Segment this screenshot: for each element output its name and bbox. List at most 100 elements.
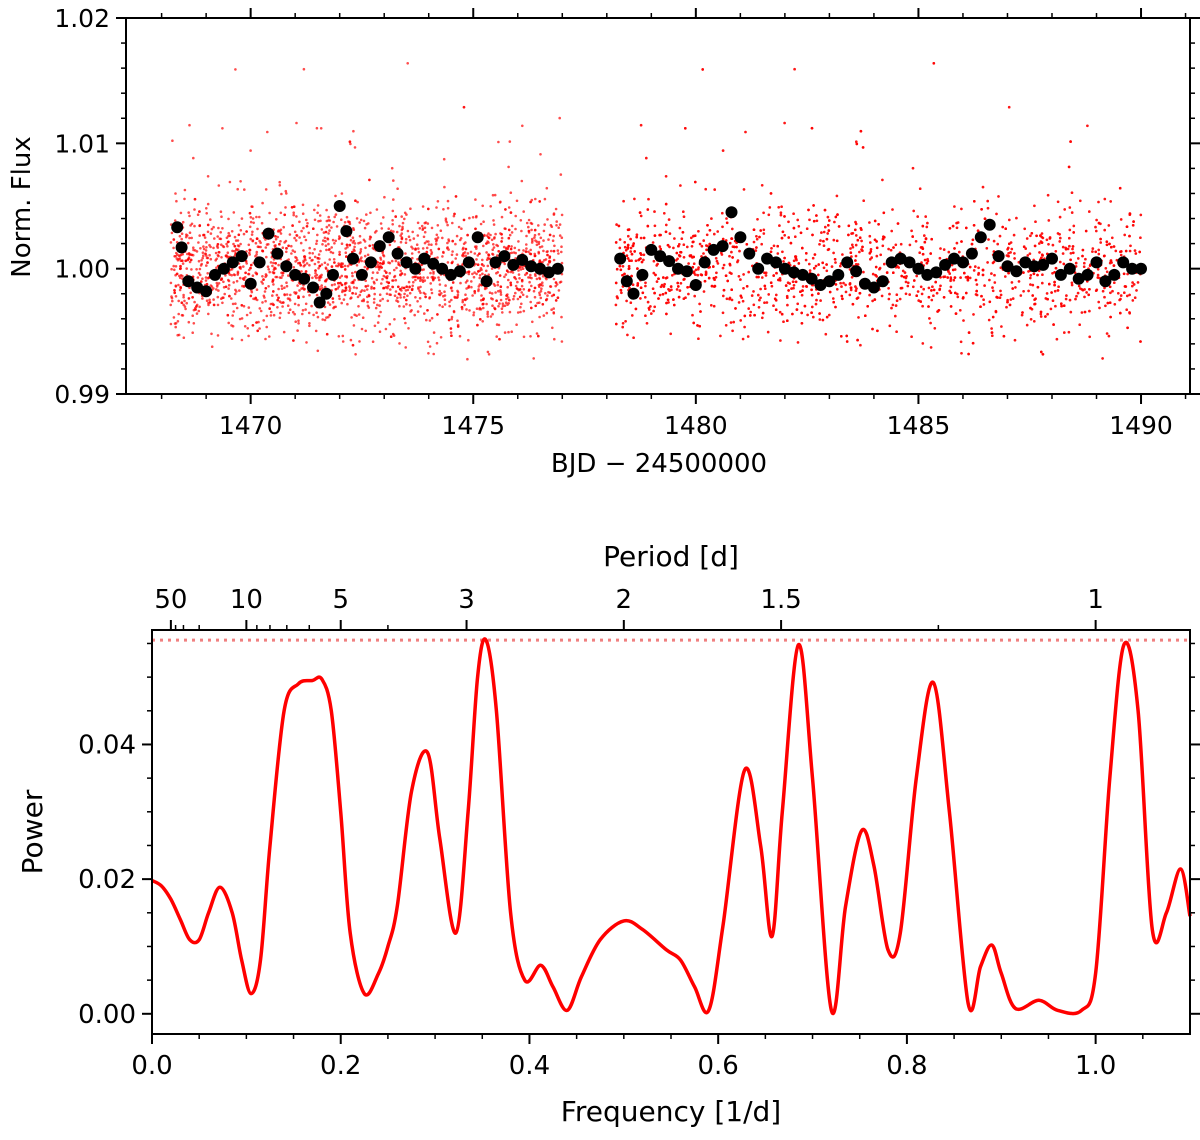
raw-flux-point xyxy=(551,326,554,330)
raw-flux-point xyxy=(518,295,522,299)
raw-flux-point xyxy=(1012,233,1016,237)
raw-flux-point xyxy=(285,250,288,254)
raw-flux-point xyxy=(519,305,522,309)
raw-flux-point xyxy=(500,236,504,240)
raw-flux-point xyxy=(623,241,626,244)
raw-flux-point xyxy=(345,243,349,247)
raw-flux-point xyxy=(768,206,772,209)
raw-flux-point xyxy=(181,274,184,278)
raw-flux-point xyxy=(529,300,532,304)
raw-flux-point xyxy=(477,270,480,273)
raw-flux-point xyxy=(354,270,357,274)
raw-flux-point xyxy=(394,215,398,218)
raw-flux-point xyxy=(492,223,496,226)
raw-flux-point xyxy=(268,307,272,310)
raw-flux-point xyxy=(222,245,226,249)
raw-flux-point xyxy=(407,327,410,330)
raw-flux-point xyxy=(514,291,517,295)
raw-flux-point xyxy=(454,242,457,246)
raw-flux-point xyxy=(691,240,695,244)
raw-flux-point xyxy=(560,213,564,217)
raw-flux-point xyxy=(455,253,459,256)
raw-flux-point xyxy=(481,258,484,262)
raw-flux-point xyxy=(881,244,885,248)
raw-flux-point xyxy=(202,245,205,248)
raw-flux-point xyxy=(466,252,470,255)
raw-flux-point xyxy=(331,300,335,304)
raw-flux-point xyxy=(320,284,324,287)
raw-flux-point xyxy=(372,301,376,304)
raw-flux-point xyxy=(842,281,845,285)
raw-flux-point xyxy=(1063,208,1066,211)
raw-flux-point xyxy=(498,302,501,305)
raw-flux-point xyxy=(340,242,344,245)
raw-flux-point xyxy=(467,338,470,342)
raw-flux-point xyxy=(786,303,789,307)
raw-flux-point xyxy=(226,251,230,254)
raw-flux-point xyxy=(880,294,884,298)
raw-flux-point xyxy=(421,205,425,208)
raw-flux-point xyxy=(378,330,382,334)
raw-flux-point xyxy=(988,278,991,282)
raw-flux-point xyxy=(514,214,517,218)
raw-flux-point xyxy=(818,318,822,321)
raw-flux-point xyxy=(520,302,523,306)
raw-flux-point xyxy=(422,268,426,271)
raw-flux-point xyxy=(1022,290,1025,293)
raw-flux-point xyxy=(486,312,489,316)
raw-flux-point xyxy=(310,304,313,308)
raw-flux-point xyxy=(1082,265,1086,269)
raw-flux-point xyxy=(906,284,910,288)
raw-flux-point xyxy=(755,235,758,238)
raw-flux-point xyxy=(737,301,741,304)
raw-flux-point xyxy=(464,241,467,244)
raw-flux-point xyxy=(517,273,521,276)
raw-flux-point xyxy=(340,265,343,269)
raw-flux-point xyxy=(1113,303,1117,306)
raw-flux-point xyxy=(655,280,659,283)
raw-flux-point xyxy=(684,127,687,130)
raw-flux-point xyxy=(331,238,335,242)
raw-flux-point xyxy=(991,261,995,265)
raw-flux-point xyxy=(233,244,237,248)
raw-flux-point xyxy=(366,300,369,304)
raw-flux-point xyxy=(287,258,291,261)
raw-flux-point xyxy=(351,280,355,284)
raw-flux-point xyxy=(552,249,556,253)
raw-flux-point xyxy=(189,224,192,227)
raw-flux-point xyxy=(328,313,332,317)
raw-flux-point xyxy=(288,308,292,312)
raw-flux-point xyxy=(692,270,696,274)
raw-flux-point xyxy=(242,304,246,308)
raw-flux-point xyxy=(858,250,861,254)
raw-flux-point xyxy=(346,264,350,268)
raw-flux-point xyxy=(653,224,657,228)
raw-flux-point xyxy=(250,205,253,208)
raw-flux-point xyxy=(1010,281,1014,284)
raw-flux-point xyxy=(1013,257,1016,260)
raw-flux-point xyxy=(918,187,922,190)
raw-flux-point xyxy=(482,297,485,301)
raw-flux-point xyxy=(1033,302,1036,306)
raw-flux-point xyxy=(261,275,264,278)
raw-flux-point xyxy=(292,266,296,269)
raw-flux-point xyxy=(447,318,451,322)
raw-flux-point xyxy=(485,242,488,245)
raw-flux-point xyxy=(763,301,766,305)
raw-flux-point xyxy=(636,284,639,287)
raw-flux-point xyxy=(519,219,523,222)
raw-flux-point xyxy=(778,310,782,314)
raw-flux-point xyxy=(690,245,694,248)
raw-flux-point xyxy=(475,258,478,261)
raw-flux-point xyxy=(170,231,174,235)
raw-flux-point xyxy=(337,335,341,338)
raw-flux-point xyxy=(358,234,362,238)
raw-flux-point xyxy=(890,306,893,310)
raw-flux-point xyxy=(186,258,190,261)
raw-flux-point xyxy=(1011,297,1015,300)
raw-flux-point xyxy=(552,311,555,314)
raw-flux-point xyxy=(814,302,818,306)
raw-flux-point xyxy=(559,173,563,176)
raw-flux-point xyxy=(480,263,484,266)
raw-flux-point xyxy=(416,300,419,303)
